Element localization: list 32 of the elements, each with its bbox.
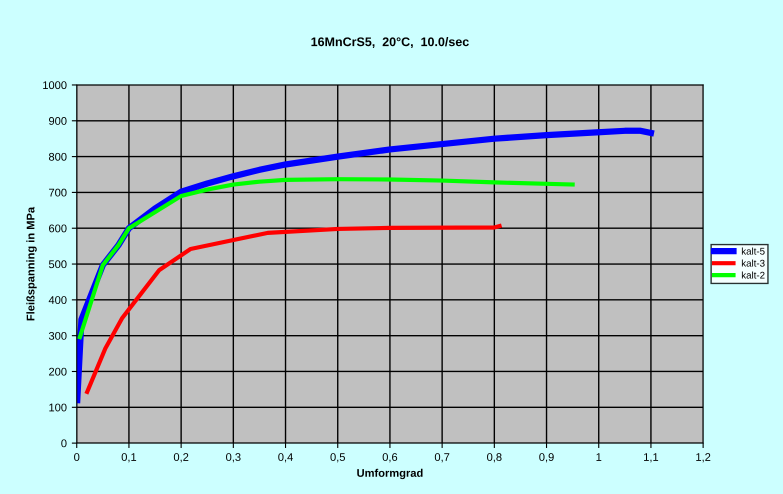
x-tick-label: 0	[74, 453, 80, 461]
y-tick-label: 700	[49, 188, 67, 197]
y-tick-label: 1000	[43, 81, 67, 90]
legend-label: kalt-5	[742, 248, 765, 255]
y-tick-label: 200	[49, 368, 67, 376]
line-series	[78, 177, 575, 340]
y-tick-label: 300	[48, 332, 67, 340]
legend-label: kalt-3	[742, 260, 765, 267]
y-axis-title: Fleißspanning in MPa	[26, 206, 37, 320]
x-tick-label: 0,8	[487, 453, 502, 462]
y-tick-label: 500	[48, 260, 67, 268]
x-tick-label: 0,3	[226, 453, 241, 462]
x-tick-label: 0,4	[278, 453, 293, 462]
x-tick-label: 0,6	[382, 453, 398, 462]
x-tick-label: 0,7	[434, 453, 450, 462]
y-tick-label: 800	[48, 152, 67, 161]
y-tick-label: 100	[49, 404, 67, 412]
x-tick-label: 1,2	[696, 453, 710, 462]
legend-label: kalt-2	[742, 271, 765, 279]
x-tick-label: 0,9	[539, 453, 554, 462]
x-tick-label: 0,1	[122, 453, 136, 462]
line-series	[85, 224, 502, 394]
chart-title: 16MnCrS5, 20°C, 10.0/sec	[311, 37, 469, 48]
y-tick-label: 0	[61, 439, 67, 448]
x-tick-label: 0,2	[174, 453, 188, 462]
y-tick-label: 400	[48, 296, 67, 304]
x-tick-label: 0,5	[330, 453, 345, 462]
y-tick-label: 600	[49, 224, 67, 232]
y-tick-label: 900	[48, 117, 67, 125]
x-tick-label: 1	[596, 453, 602, 461]
x-axis-title: Umformgrad	[357, 468, 423, 480]
x-tick-label: 1,1	[644, 453, 658, 462]
